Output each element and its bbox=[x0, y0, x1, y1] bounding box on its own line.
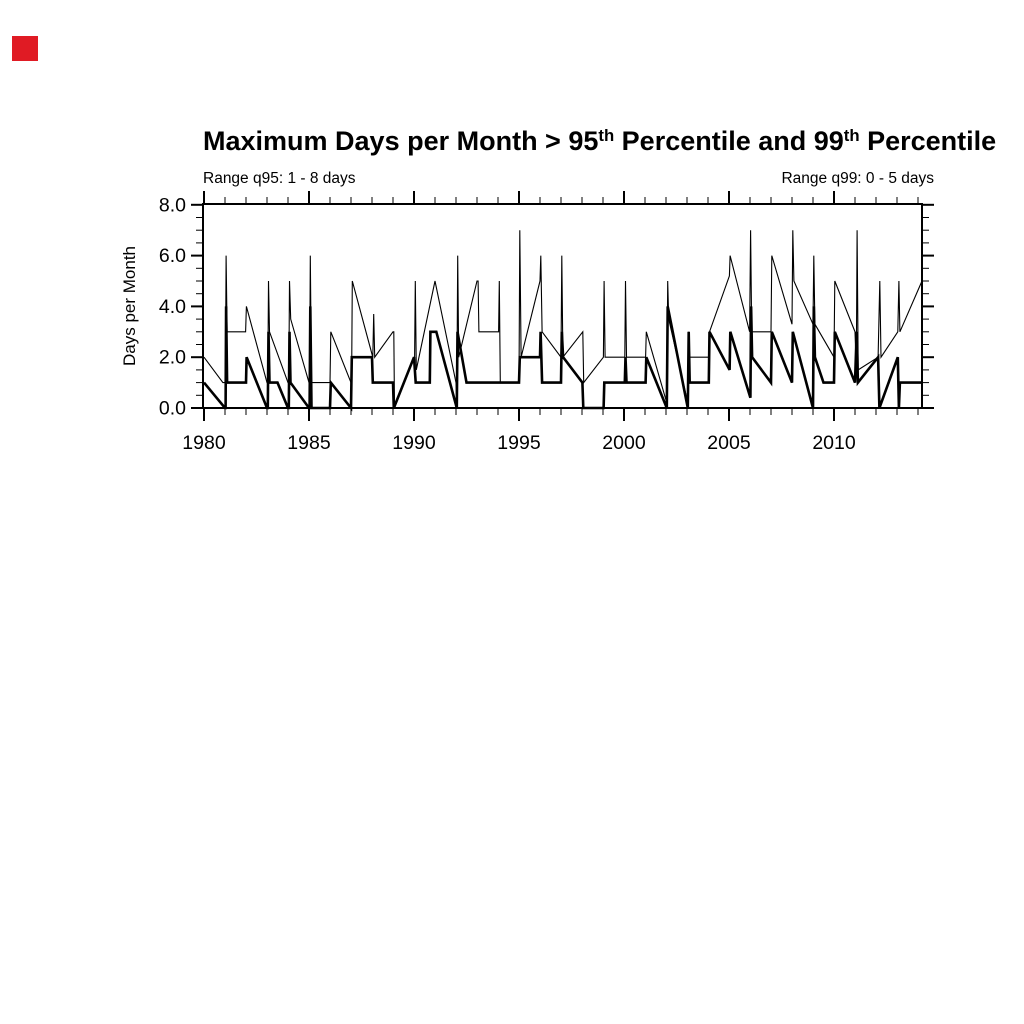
chart-title: Maximum Days per Month > 95th Percentile… bbox=[203, 125, 996, 157]
plot-frame bbox=[202, 203, 923, 409]
y-tick-label: 0.0 bbox=[159, 398, 186, 420]
x-tick-label: 1985 bbox=[287, 432, 331, 454]
y-tick-label: 2.0 bbox=[159, 347, 186, 369]
x-tick-label: 1980 bbox=[182, 432, 226, 454]
series-line-q99 bbox=[202, 306, 922, 412]
title-text-2: Percentile and 99 bbox=[614, 126, 844, 156]
range-q99-annotation: Range q99: 0 - 5 days bbox=[781, 170, 934, 187]
x-tick-label: 2000 bbox=[602, 432, 646, 454]
red-square-marker bbox=[12, 36, 38, 61]
title-text-3: Percentile bbox=[859, 126, 997, 156]
x-tick-label: 2010 bbox=[812, 432, 856, 454]
x-tick-label: 1990 bbox=[392, 432, 436, 454]
range-q95-annotation: Range q95: 1 - 8 days bbox=[203, 170, 356, 187]
title-text-1: Maximum Days per Month > 95 bbox=[203, 126, 599, 156]
title-superscript-th-1: th bbox=[598, 125, 615, 145]
y-tick-label: 6.0 bbox=[159, 245, 186, 267]
y-tick-label: 4.0 bbox=[159, 296, 186, 318]
title-superscript-th-2: th bbox=[843, 125, 860, 145]
x-tick-label: 1995 bbox=[497, 432, 541, 454]
x-tick-label: 2005 bbox=[707, 432, 751, 454]
subtitle-row: Range q95: 1 - 8 days Range q99: 0 - 5 d… bbox=[203, 170, 934, 188]
y-tick-label: 8.0 bbox=[159, 194, 186, 216]
